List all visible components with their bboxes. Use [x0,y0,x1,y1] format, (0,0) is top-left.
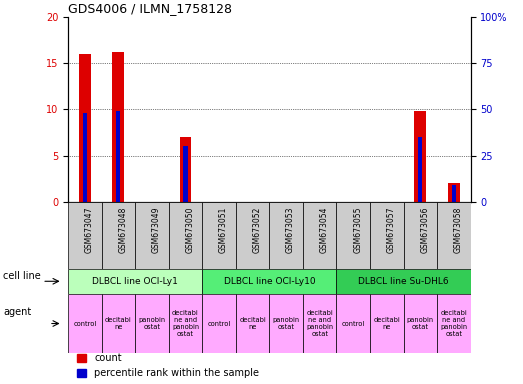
Bar [336,202,370,269]
Text: panobin
ostat: panobin ostat [407,317,434,330]
Bar [269,294,303,353]
Text: GSM673058: GSM673058 [454,207,463,253]
Bar [135,202,168,269]
Bar [415,111,426,202]
Text: control: control [208,321,231,326]
Text: GSM673054: GSM673054 [320,207,328,253]
Text: panobin
ostat: panobin ostat [138,317,165,330]
Bar [336,269,471,294]
Text: GSM673049: GSM673049 [152,207,161,253]
Bar [236,294,269,353]
Bar [101,294,135,353]
Text: control: control [73,321,96,326]
Text: DLBCL line Su-DHL6: DLBCL line Su-DHL6 [358,277,449,286]
Text: GSM673057: GSM673057 [387,207,396,253]
Text: GSM673051: GSM673051 [219,207,228,253]
Bar [370,294,404,353]
Bar [116,111,120,202]
Text: GSM673055: GSM673055 [353,207,362,253]
Text: cell line: cell line [4,271,41,281]
Bar [336,294,370,353]
Bar [437,294,471,353]
Bar [168,202,202,269]
Text: decitabi
ne and
panobin
ostat: decitabi ne and panobin ostat [306,310,333,337]
Text: decitabi
ne: decitabi ne [373,317,400,330]
Text: control: control [342,321,365,326]
Text: GSM673050: GSM673050 [186,207,195,253]
Text: GSM673048: GSM673048 [118,207,127,253]
Bar [68,202,101,269]
Text: decitabi
ne: decitabi ne [239,317,266,330]
Bar [370,202,404,269]
Text: decitabi
ne and
panobin
ostat: decitabi ne and panobin ostat [172,310,199,337]
Bar [404,294,437,353]
Bar [79,54,90,202]
Text: panobin
ostat: panobin ostat [272,317,300,330]
Text: GSM673053: GSM673053 [286,207,295,253]
Text: DLBCL line OCI-Ly1: DLBCL line OCI-Ly1 [92,277,178,286]
Text: GSM673052: GSM673052 [253,207,262,253]
Text: agent: agent [4,306,32,317]
Text: GSM673056: GSM673056 [420,207,429,253]
Bar [184,146,188,202]
Bar [303,202,336,269]
Text: GDS4006 / ILMN_1758128: GDS4006 / ILMN_1758128 [68,2,232,15]
Bar [179,137,191,202]
Bar [83,113,87,202]
Bar [68,294,101,353]
Bar [269,202,303,269]
Bar [202,294,236,353]
Bar [404,202,437,269]
Text: decitabi
ne: decitabi ne [105,317,132,330]
Text: decitabi
ne and
panobin
ostat: decitabi ne and panobin ostat [440,310,468,337]
Legend: count, percentile rank within the sample: count, percentile rank within the sample [73,349,263,382]
Bar [437,202,471,269]
Bar [101,202,135,269]
Bar [135,294,168,353]
Bar [68,269,202,294]
Bar [112,52,124,202]
Bar [452,185,456,202]
Bar [448,183,460,202]
Bar [418,137,423,202]
Bar [202,202,236,269]
Text: GSM673047: GSM673047 [85,207,94,253]
Bar [202,269,336,294]
Bar [168,294,202,353]
Bar [303,294,336,353]
Bar [236,202,269,269]
Text: DLBCL line OCI-Ly10: DLBCL line OCI-Ly10 [223,277,315,286]
